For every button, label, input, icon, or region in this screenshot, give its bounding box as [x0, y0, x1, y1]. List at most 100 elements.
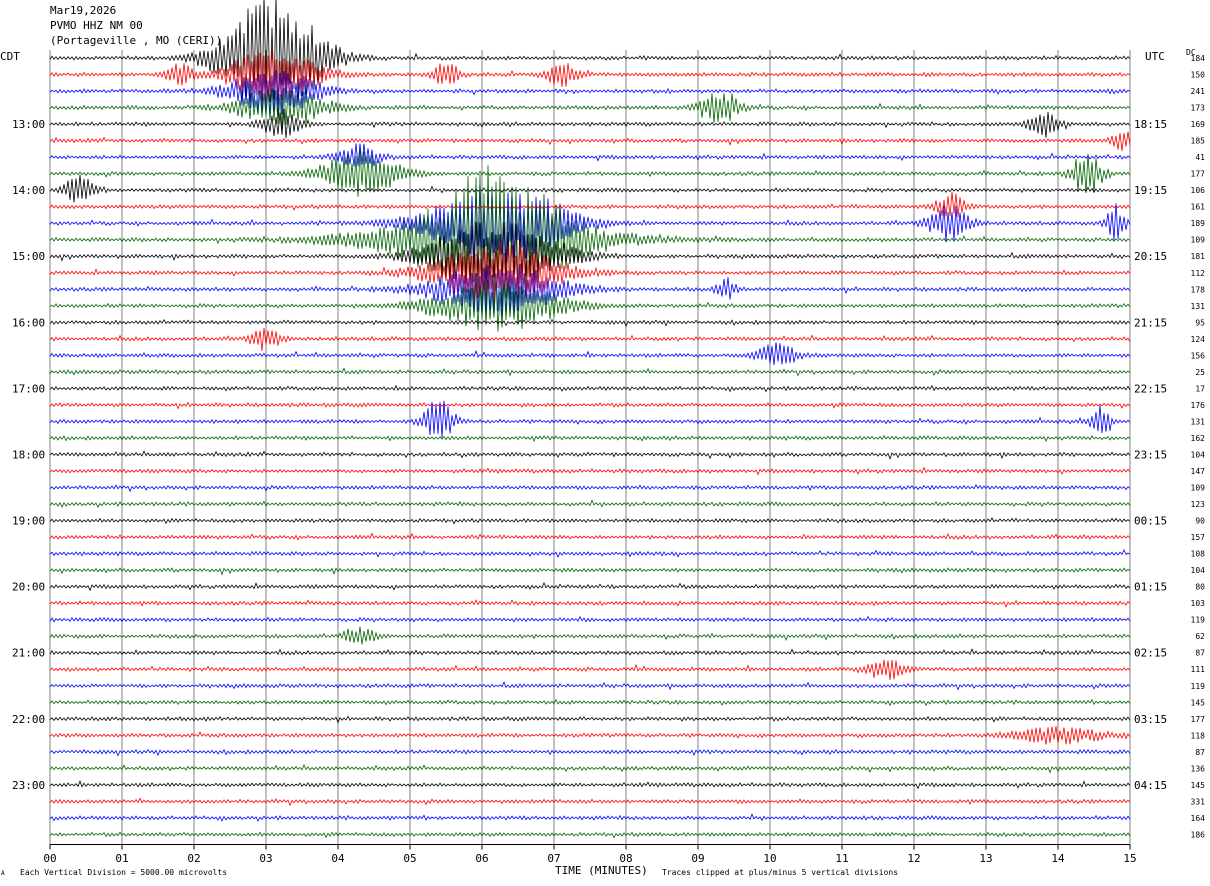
dc-value: 103: [1191, 599, 1206, 608]
dc-value: 156: [1191, 351, 1206, 360]
seismic-trace-32: [49, 581, 1131, 592]
right-hour-label: 23:15: [1134, 448, 1167, 461]
seismic-trace-19: [49, 367, 1131, 377]
dc-value: 80: [1195, 583, 1205, 592]
x-tick-label: 13: [979, 852, 992, 865]
dc-value-labels: 184 150 241 173 169 185 41 177 106 161 189 109 181 11…: [1191, 54, 1206, 839]
seismic-trace-31: [49, 567, 1131, 576]
dc-value: 177: [1191, 715, 1206, 724]
seismic-trace-43: [49, 763, 1131, 774]
seismic-trace-6: [49, 143, 1131, 167]
x-tick-label: 07: [547, 852, 560, 865]
right-hour-label: 04:15: [1134, 779, 1167, 792]
seismic-trace-22: [49, 400, 1131, 438]
seismic-trace-39: [49, 698, 1131, 707]
right-hour-label: 03:15: [1134, 713, 1167, 726]
left-hour-label: 20:00: [12, 581, 45, 594]
dc-value: 108: [1191, 550, 1206, 559]
dc-value: 161: [1191, 203, 1206, 212]
x-tick-label: 04: [331, 852, 345, 865]
dc-value: 41: [1195, 153, 1205, 162]
seismic-trace-18: [49, 342, 1131, 366]
dc-value: 173: [1191, 104, 1206, 113]
corner-mark: A: [1, 870, 5, 877]
x-tick-label: 09: [691, 852, 704, 865]
right-hour-labels: 18:15 19:15 20:15 21:15 22:15 23:15 00:15 01:15…: [1134, 118, 1167, 792]
dc-value: 104: [1191, 566, 1206, 575]
x-tick-label: 08: [619, 852, 632, 865]
dc-value: 177: [1191, 170, 1206, 179]
seismic-trace-28: [49, 517, 1131, 525]
dc-value: 25: [1195, 368, 1205, 377]
left-hour-label: 15:00: [12, 250, 45, 263]
x-tick-label: 11: [835, 852, 848, 865]
chart-date: Mar19,2026: [50, 4, 117, 17]
left-hour-label: 16:00: [12, 316, 45, 329]
left-hour-labels: 13:00 14:00 15:00 16:00 17:00 18:00 19:00 20:00…: [12, 118, 45, 792]
seismic-trace-8: [49, 174, 1131, 203]
x-tick-label: 02: [187, 852, 200, 865]
seismic-trace-4: [49, 108, 1131, 139]
right-hour-label: 22:15: [1134, 382, 1167, 395]
seismic-trace-3: [49, 88, 1131, 130]
dc-value: 87: [1195, 649, 1205, 658]
seismic-trace-11: [49, 165, 1131, 316]
dc-value: 169: [1191, 120, 1206, 129]
dc-value: 241: [1191, 87, 1206, 96]
right-hour-label: 02:15: [1134, 647, 1167, 660]
dc-value: 62: [1195, 632, 1205, 641]
dc-value: 176: [1191, 401, 1206, 410]
dc-value: 104: [1191, 450, 1206, 459]
left-hour-label: 14:00: [12, 184, 45, 197]
dc-value: 184: [1191, 54, 1206, 63]
seismic-trace-38: [49, 681, 1131, 691]
station-code: PVMO HHZ NM 00: [50, 19, 143, 32]
dc-value: 162: [1191, 434, 1206, 443]
dc-value: 136: [1191, 764, 1206, 773]
dc-value: 111: [1191, 665, 1206, 674]
scale-note: Each Vertical Division = 5000.00 microvo…: [20, 868, 228, 877]
dc-value: 181: [1191, 252, 1206, 261]
seismic-trace-9: [49, 191, 1131, 217]
seismic-trace-40: [49, 715, 1131, 724]
station-location: (Portageville , MO (CERI)): [50, 34, 223, 47]
seismic-trace-34: [49, 615, 1131, 623]
seismic-trace-35: [49, 626, 1131, 645]
left-hour-label: 17:00: [12, 382, 45, 395]
seismic-trace-25: [49, 466, 1131, 476]
dc-value: 95: [1195, 318, 1205, 327]
dc-value: 157: [1191, 533, 1206, 542]
seismic-trace-42: [49, 748, 1131, 757]
dc-value: 186: [1191, 830, 1206, 839]
x-axis-title: TIME (MINUTES): [555, 864, 648, 877]
seismic-trace-0: [49, 0, 1131, 123]
seismic-trace-20: [49, 384, 1131, 393]
right-hour-label: 00:15: [1134, 515, 1167, 528]
seismic-trace-44: [49, 780, 1131, 790]
dc-value: 145: [1191, 698, 1206, 707]
x-tick-label: 00: [43, 852, 56, 865]
right-hour-label: 20:15: [1134, 250, 1167, 263]
left-hour-label: 19:00: [12, 515, 45, 528]
dc-value: 109: [1191, 484, 1206, 493]
clip-note: Traces clipped at plus/minus 5 vertical …: [662, 868, 899, 877]
seismic-trace-24: [49, 450, 1131, 460]
seismic-trace-30: [49, 549, 1131, 559]
x-tick-label: 12: [907, 852, 920, 865]
seismic-trace-21: [49, 401, 1131, 410]
grid-lines: [49, 50, 1131, 850]
dc-value: 123: [1191, 500, 1206, 509]
seismic-trace-41: [49, 725, 1131, 745]
seismic-trace-29: [49, 532, 1131, 541]
dc-value: 17: [1195, 384, 1205, 393]
dc-value: 106: [1191, 186, 1206, 195]
seismic-trace-7: [49, 149, 1131, 197]
seismic-trace-2: [49, 69, 1131, 116]
x-tick-label: 14: [1051, 852, 1065, 865]
dc-value: 145: [1191, 781, 1206, 790]
dc-value: 109: [1191, 236, 1206, 245]
x-tick-labels: 00 01 02 03 04 05 06 07 08 09 10 11 12 13 14 15: [43, 852, 1136, 865]
right-hour-label: 19:15: [1134, 184, 1167, 197]
seismic-trace-1: [49, 49, 1131, 102]
dc-value: 112: [1191, 269, 1206, 278]
